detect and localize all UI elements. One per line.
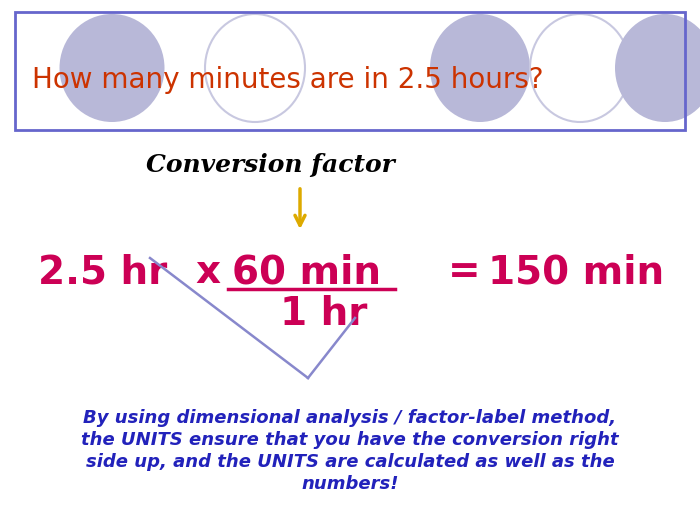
Text: 150 min: 150 min <box>488 253 664 291</box>
Text: 60 min: 60 min <box>232 253 381 291</box>
Text: 2.5 hr: 2.5 hr <box>38 253 167 291</box>
Text: How many minutes are in 2.5 hours?: How many minutes are in 2.5 hours? <box>32 66 544 94</box>
Text: numbers!: numbers! <box>301 475 399 493</box>
Text: the UNITS ensure that you have the conversion right: the UNITS ensure that you have the conve… <box>81 431 619 449</box>
Text: 1 hr: 1 hr <box>280 295 368 333</box>
Text: Conversion factor: Conversion factor <box>146 153 394 177</box>
Text: By using dimensional analysis / factor-label method,: By using dimensional analysis / factor-l… <box>83 409 617 427</box>
Ellipse shape <box>615 14 700 122</box>
Text: =: = <box>448 253 481 291</box>
Bar <box>15 12 685 130</box>
Ellipse shape <box>430 14 530 122</box>
Text: x: x <box>195 253 220 291</box>
Text: side up, and the UNITS are calculated as well as the: side up, and the UNITS are calculated as… <box>85 453 615 471</box>
Ellipse shape <box>60 14 164 122</box>
